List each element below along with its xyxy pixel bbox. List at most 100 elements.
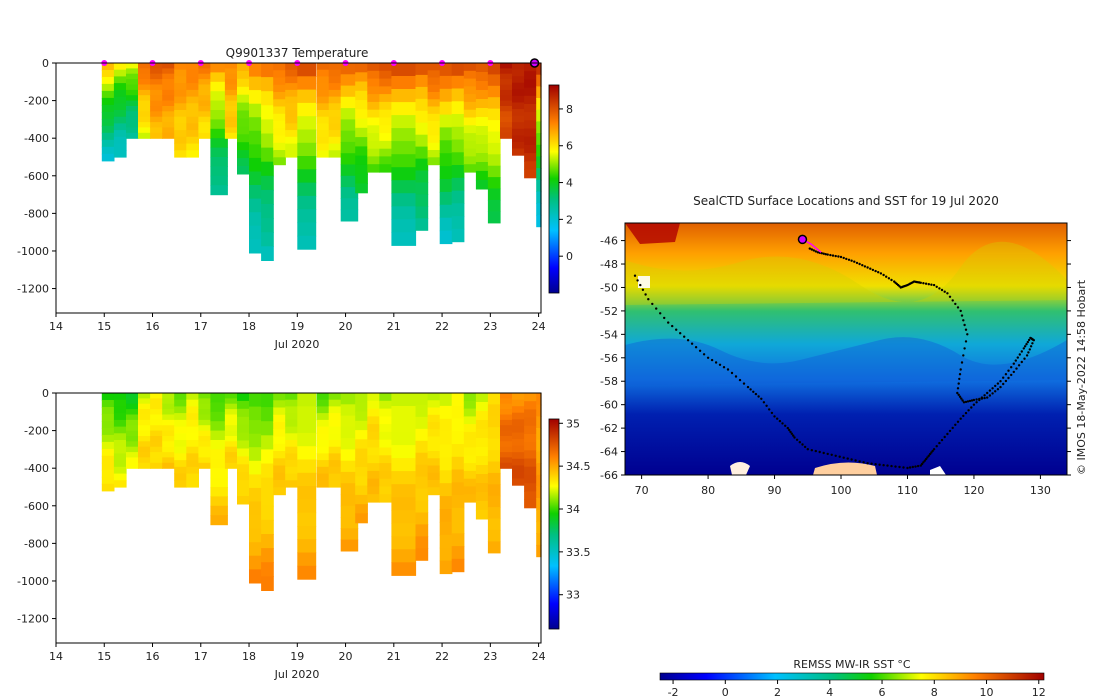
profile-cell [379, 463, 392, 472]
profile-cell [415, 404, 429, 418]
lon-tick-label: 70 [635, 484, 649, 497]
profile-cell [427, 458, 441, 467]
profile-cell [439, 101, 453, 116]
profile-cell [367, 494, 380, 503]
profile-cell [162, 100, 175, 107]
profile-cell [355, 118, 368, 129]
track-point [858, 460, 861, 463]
profile-cell [138, 457, 151, 464]
profile-cell [285, 393, 298, 401]
seal-track [633, 234, 1036, 470]
profile-cell [427, 480, 441, 488]
profile-cell [427, 106, 441, 115]
profile-cell [536, 521, 542, 534]
track-point [846, 457, 849, 460]
track-point [639, 283, 642, 287]
profile-cell [427, 465, 441, 474]
profile-cell [512, 478, 525, 486]
profile-cell [249, 63, 262, 78]
profile-cell [379, 400, 392, 410]
profile-cell [138, 68, 151, 75]
lat-tick-label: -62 [600, 422, 618, 435]
profile-cell [237, 166, 250, 175]
profile-cell [391, 510, 417, 524]
track-point [964, 411, 968, 415]
profile-cell [126, 452, 139, 459]
profile-cell [316, 96, 330, 104]
profile-cell [328, 446, 342, 454]
track-point [893, 280, 896, 283]
salinity-x-ticks: 14 15 16 17 18 19 20 21 22 23 24 [49, 643, 546, 663]
temperature-colorbar [548, 84, 560, 294]
track-point [778, 419, 782, 423]
profile-cell [186, 96, 199, 104]
profile-cell [273, 113, 286, 122]
profile-cell [512, 412, 525, 420]
profile-cell [297, 116, 317, 131]
track-point [784, 424, 787, 427]
profile-cell [162, 393, 175, 399]
profile-cell [451, 507, 465, 522]
profile-cell [355, 513, 368, 524]
profile-cell [415, 86, 429, 100]
profile-cell [463, 455, 477, 464]
profile-cell [500, 84, 513, 91]
profile-cell [391, 180, 417, 194]
profile-cell [126, 393, 139, 399]
profile-cell [273, 157, 286, 166]
profile-cell [328, 150, 342, 158]
map-lat-ticks: -46 -48 -50 -52 -54 -56 -58 -60 -62 -64 -66 [600, 235, 1071, 482]
profile-cell [487, 74, 501, 87]
profile-cell [138, 414, 151, 421]
track-point [962, 319, 965, 322]
profile-cell [285, 466, 298, 475]
profile-cell [174, 150, 187, 158]
profile-cell [524, 95, 537, 105]
sst-colorbar [659, 672, 1045, 681]
profile-cell [186, 440, 199, 448]
profile-cell [463, 70, 477, 80]
profile-cell [512, 82, 525, 90]
profile-cell [379, 455, 392, 464]
track-point [866, 462, 869, 465]
profile-cell [285, 110, 298, 118]
x-tick-label: 22 [435, 320, 449, 333]
profile-cell [297, 222, 317, 237]
y-tick-label: -1000 [17, 575, 49, 588]
profile-cell [150, 393, 163, 399]
profile-cell [475, 429, 489, 439]
profile-cell [379, 78, 392, 87]
profile-cell [487, 177, 501, 190]
profile-cell [451, 203, 465, 217]
profile-cell [379, 101, 392, 111]
x-tick-label: 21 [387, 650, 401, 663]
profile-cell [162, 446, 175, 453]
x-tick-label: 17 [194, 320, 208, 333]
profile-cell [237, 400, 250, 410]
profile-cell [487, 541, 501, 554]
profile-cell [210, 138, 228, 149]
profile-cell [273, 451, 286, 459]
sst-colorbar-tick-label: 4 [826, 686, 833, 699]
profile-cell [355, 476, 368, 487]
profile-cell [524, 120, 537, 130]
track-point [822, 451, 825, 455]
profile-cell [391, 406, 417, 420]
sst-colorbar-label: REMSS MW-IR SST °C [793, 658, 911, 671]
profile-cell [512, 76, 525, 84]
profile-cell [415, 63, 429, 76]
profile-cell [150, 73, 163, 80]
colorbar-tick-label: 8 [566, 103, 573, 116]
profile-cell [512, 69, 525, 77]
profile-cell [138, 430, 151, 437]
profile-cell [340, 209, 359, 222]
profile-cell [162, 409, 175, 416]
profile-cell [463, 117, 477, 126]
profile-cell [500, 436, 513, 442]
track-point [956, 306, 960, 309]
temperature-profiles [101, 63, 542, 261]
track-point [975, 401, 978, 404]
track-point [894, 465, 897, 468]
profile-cell [379, 486, 392, 495]
track-point [943, 290, 946, 293]
